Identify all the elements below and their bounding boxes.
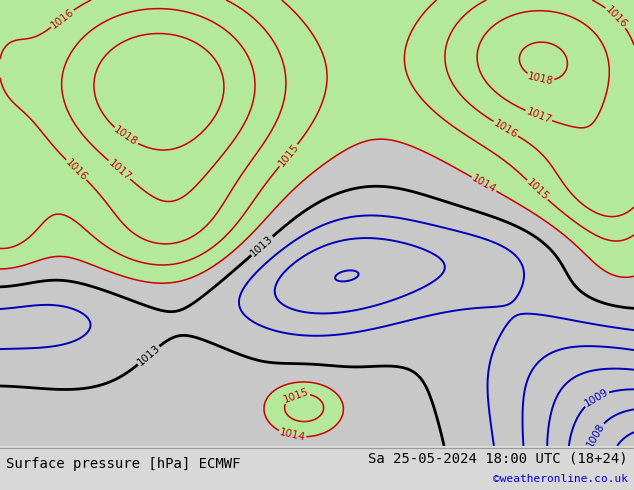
Text: 1017: 1017 xyxy=(524,106,553,125)
Text: Surface pressure [hPa] ECMWF: Surface pressure [hPa] ECMWF xyxy=(6,458,241,471)
Text: 1014: 1014 xyxy=(278,428,306,443)
Text: 1016: 1016 xyxy=(492,118,519,140)
Text: 1015: 1015 xyxy=(276,142,301,169)
Text: 1016: 1016 xyxy=(63,157,89,183)
Text: 1014: 1014 xyxy=(470,173,498,195)
Text: 1013: 1013 xyxy=(249,233,275,258)
Text: 1017: 1017 xyxy=(106,157,133,182)
Text: 1016: 1016 xyxy=(49,6,76,30)
Text: 1018: 1018 xyxy=(526,72,554,87)
Text: 1013: 1013 xyxy=(135,343,162,368)
Text: 1016: 1016 xyxy=(604,4,629,30)
Text: 1015: 1015 xyxy=(524,177,550,203)
Text: 1018: 1018 xyxy=(112,124,139,148)
Text: 1008: 1008 xyxy=(585,421,606,449)
Text: Sa 25-05-2024 18:00 UTC (18+24): Sa 25-05-2024 18:00 UTC (18+24) xyxy=(368,451,628,465)
Text: ©weatheronline.co.uk: ©weatheronline.co.uk xyxy=(493,474,628,484)
Text: 1015: 1015 xyxy=(282,386,310,405)
Text: 1009: 1009 xyxy=(582,387,610,409)
